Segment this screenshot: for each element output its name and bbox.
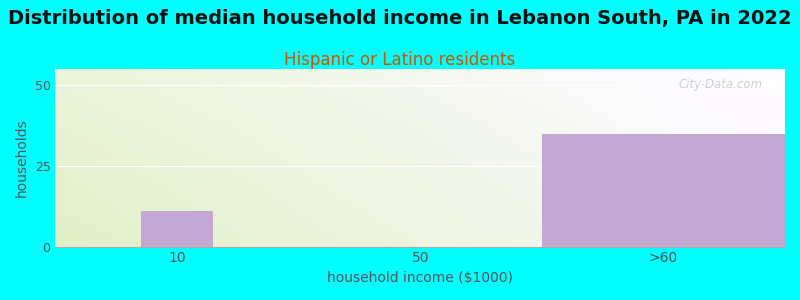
X-axis label: household income ($1000): household income ($1000) (327, 271, 514, 285)
Text: Hispanic or Latino residents: Hispanic or Latino residents (284, 51, 516, 69)
Text: Distribution of median household income in Lebanon South, PA in 2022: Distribution of median household income … (8, 9, 792, 28)
Y-axis label: households: households (15, 118, 29, 197)
Bar (542, 134, 785, 247)
Bar (141, 211, 214, 247)
Text: City-Data.com: City-Data.com (679, 78, 763, 91)
